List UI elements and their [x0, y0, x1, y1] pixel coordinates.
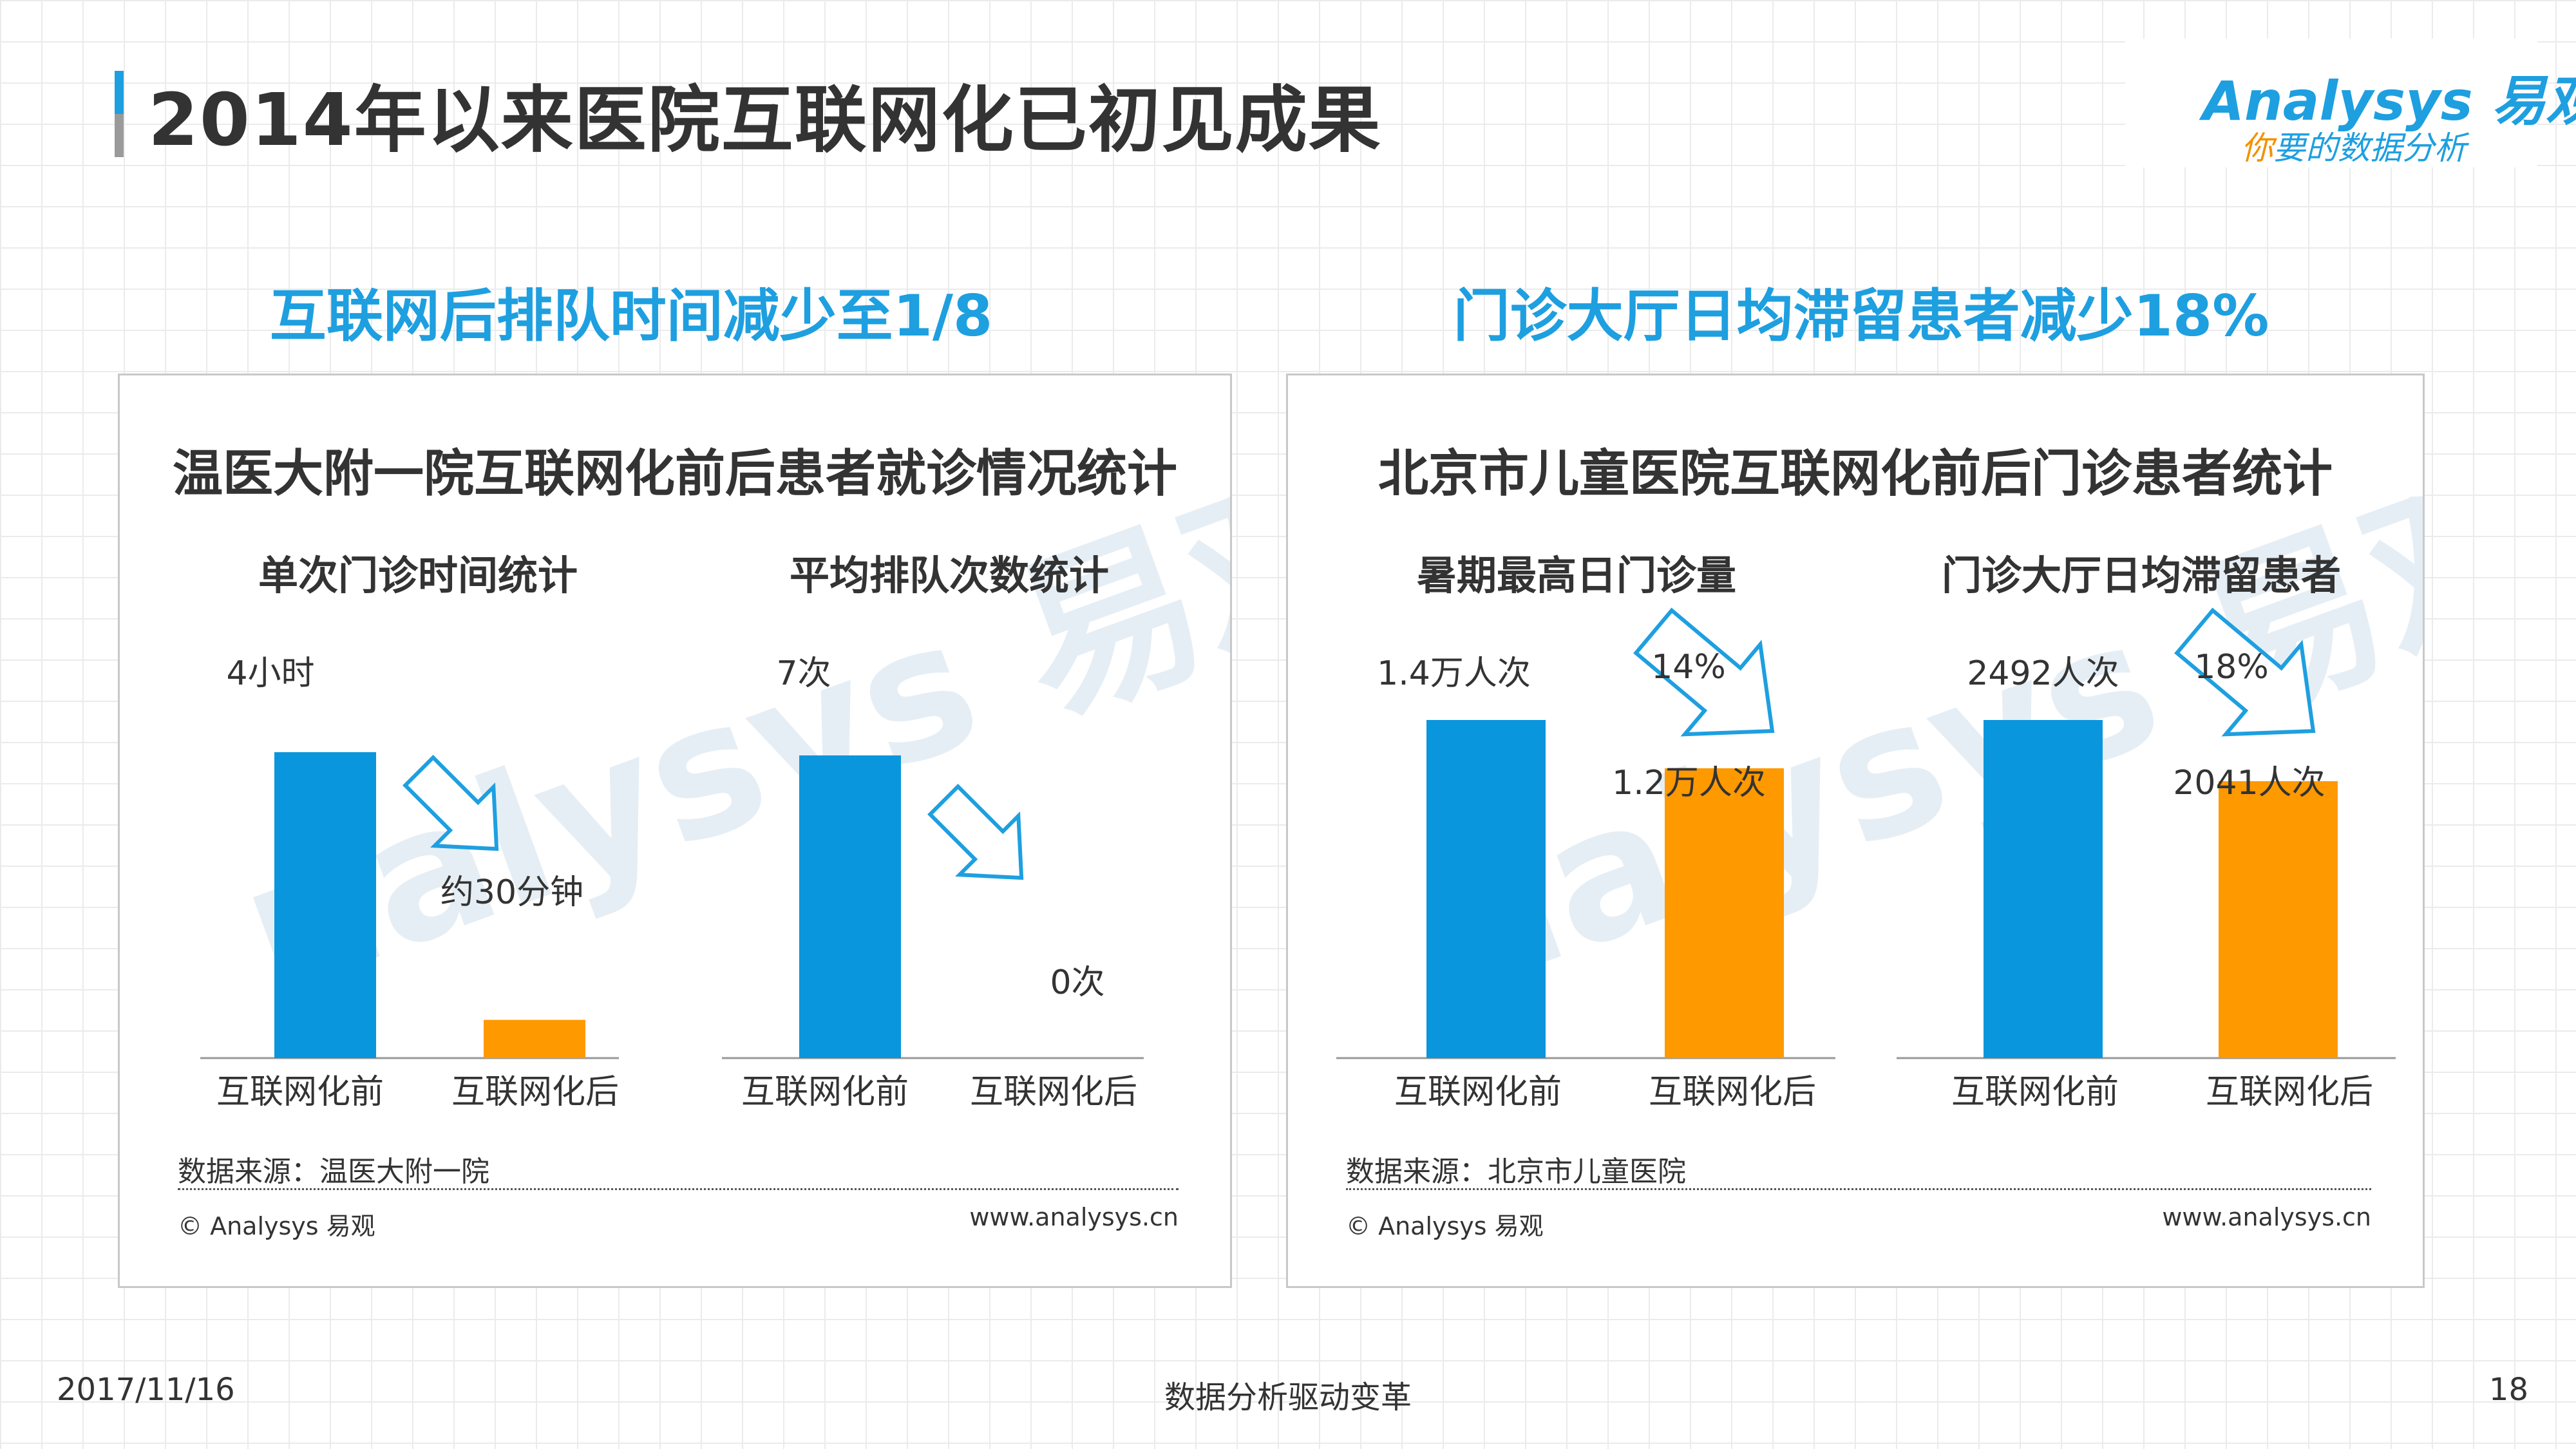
title-accent-bar: [115, 71, 124, 157]
page-title: 2014年以来医院互联网化已初见成果: [148, 79, 1382, 162]
right-data-source: 数据来源：北京市儿童医院: [1346, 1155, 1686, 1188]
decrease-arrow-icon: [402, 755, 499, 851]
data-label: 4小时: [226, 654, 314, 693]
category-label: 互联网化前: [1951, 1073, 2119, 1112]
left-site-url: www.analysys.cn: [969, 1203, 1179, 1231]
logo-tagline-accent: 你: [2241, 129, 2273, 167]
category-label: 互联网化后: [451, 1073, 619, 1112]
left-divider: [178, 1188, 1179, 1190]
logo-tagline: 你要的数据分析: [2241, 122, 2467, 169]
data-label: 1.2万人次: [1612, 764, 1766, 802]
right-panel-title: 北京市儿童医院互联网化前后门诊患者统计: [1378, 445, 2333, 503]
data-label: 7次: [776, 654, 831, 693]
right-divider: [1346, 1188, 2371, 1190]
data-label: 2492人次: [1967, 654, 2119, 693]
category-label: 互联网化后: [2206, 1073, 2373, 1112]
left-data-source: 数据来源：温医大附一院: [178, 1155, 489, 1188]
category-label: 互联网化后: [1649, 1073, 1816, 1112]
category-label: 互联网化后: [970, 1073, 1137, 1112]
right-copyright: © Analysys 易观: [1346, 1212, 1544, 1240]
bar-before: [1984, 720, 2103, 1058]
right-panel: nalysys 易观 北京市儿童医院互联网化前后门诊患者统计 暑期最高日门诊量 …: [1286, 374, 2425, 1288]
chart-title-visit-time: 单次门诊时间统计: [258, 552, 578, 599]
bar-after: [2219, 781, 2338, 1058]
left-panel: nalysys 易观 温医大附一院互联网化前后患者就诊情况统计 单次门诊时间统计…: [118, 374, 1232, 1288]
left-headline: 互联网后排队时间减少至1/8: [269, 283, 993, 349]
data-label: 2041人次: [2173, 764, 2325, 802]
left-panel-title: 温医大附一院互联网化前后患者就诊情况统计: [172, 445, 1177, 503]
chart-title-peak-visits: 暑期最高日门诊量: [1417, 552, 1737, 599]
category-label: 互联网化前: [741, 1073, 909, 1112]
footer-page-number: 18: [2488, 1372, 2528, 1408]
bar-after: [484, 1019, 585, 1058]
logo-text: Analysys 易观: [2202, 70, 2576, 133]
category-label: 互联网化前: [1394, 1073, 1562, 1112]
change-annotation: 18%: [2194, 648, 2269, 687]
bar-before: [799, 755, 901, 1058]
decrease-arrow-icon: [1633, 607, 1775, 737]
right-headline: 门诊大厅日均滞留患者减少18%: [1453, 283, 2269, 349]
logo-tagline-rest: 要的数据分析: [2273, 129, 2467, 167]
change-annotation: 14%: [1651, 648, 1726, 687]
chart-title-lobby-patients: 门诊大厅日均滞留患者: [1942, 552, 2342, 599]
chart-title-queue-count: 平均排队次数统计: [790, 552, 1110, 599]
footer-slogan: 数据分析驱动变革: [1164, 1379, 1412, 1416]
bar-before: [1426, 720, 1546, 1058]
data-label: 0次: [1050, 963, 1104, 1002]
bar-before: [274, 752, 376, 1058]
analysys-logo: Analysys 易观 你要的数据分析: [2125, 39, 2576, 169]
data-label: 约30分钟: [440, 873, 583, 912]
bar-after: [1665, 768, 1784, 1058]
decrease-arrow-icon: [2174, 607, 2316, 737]
left-copyright: © Analysys 易观: [178, 1212, 375, 1240]
data-label: 1.4万人次: [1377, 654, 1531, 693]
footer-date: 2017/11/16: [57, 1372, 235, 1408]
right-site-url: www.analysys.cn: [2162, 1203, 2371, 1231]
decrease-arrow-icon: [927, 784, 1024, 880]
category-label: 互联网化前: [216, 1073, 384, 1112]
